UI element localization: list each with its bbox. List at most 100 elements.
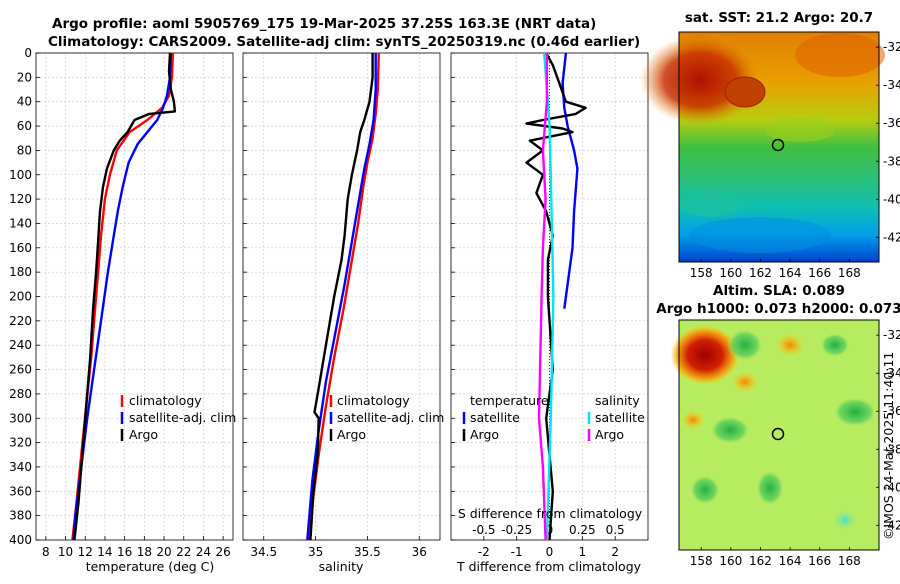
sla-negative-anomaly xyxy=(833,397,877,427)
imos-credit: ©IMOS 24-Mar-2025 11:40:11 xyxy=(881,352,896,540)
map-x-tick-label: 160 xyxy=(719,554,742,568)
x2-tick-label: 0.25 xyxy=(569,523,596,537)
sla-map: Altim. SLA: 0.089 Argo h1000: 0.073 h200… xyxy=(656,283,900,568)
y-tick-label: 40 xyxy=(17,95,32,109)
map-y-tick-label: -38 xyxy=(883,442,900,456)
series-line-satellite-adj-clim xyxy=(72,52,173,541)
x2-tick-label: 0.5 xyxy=(606,523,625,537)
legend-satellite-label: satellite-adj. clim xyxy=(129,410,236,425)
sla-argo-position-marker xyxy=(771,427,785,441)
map-y-tick-label: -36 xyxy=(883,404,900,418)
y-tick-label: 380 xyxy=(9,509,32,523)
y-tick-label: 260 xyxy=(9,363,32,377)
sla-orange-patch xyxy=(681,410,705,430)
series-line-temperature-satellite xyxy=(561,52,579,309)
sst-cold-patch xyxy=(690,217,830,253)
x-tick-label: 16 xyxy=(117,545,132,559)
salinity-difference-axis-label: S difference from climatology xyxy=(458,506,643,521)
map-y-tick-label: -32 xyxy=(883,328,900,342)
y-tick-label: 120 xyxy=(9,192,32,206)
sla-map-ticks: 158 160 162 164 166 168 -32 -34 -36 -38 -40 -42 xyxy=(690,328,900,568)
sla-map-title-line1: Altim. SLA: 0.089 xyxy=(713,283,845,299)
sst-cool-patch xyxy=(680,193,740,217)
map-y-tick-label: -36 xyxy=(883,116,900,130)
x-tick-label: 1 xyxy=(579,545,587,559)
sla-cyan-patch xyxy=(831,508,859,532)
sla-negative-anomaly xyxy=(690,475,720,505)
y-tick-label: 280 xyxy=(9,387,32,401)
y-tick-label: 20 xyxy=(17,70,32,84)
temperature-profile-plot: 0 20 40 60 80 100 120 140 160 180 200 220 240 260 280 3… xyxy=(9,46,234,559)
sla-orange-patch xyxy=(775,333,805,357)
map-y-tick-label: -38 xyxy=(883,154,900,168)
sst-map-ticks: 158 160 162 164 166 168 -32 -34 -36 -38 -40 -42 xyxy=(690,40,900,280)
legend-s-satellite-label: satellite xyxy=(595,410,645,425)
sla-map-frame xyxy=(678,319,880,551)
temperature-legend: climatology satellite-adj. clim Argo xyxy=(120,393,236,442)
sla-negative-anomaly xyxy=(727,329,763,361)
y-tick-label: 0 xyxy=(24,46,32,60)
map-x-tick-label: 168 xyxy=(838,554,861,568)
map-x-tick-label: 158 xyxy=(690,554,713,568)
y-tick-label: 340 xyxy=(9,460,32,474)
map-y-tick-label: -40 xyxy=(883,480,900,494)
salinity-legend: climatology satellite-adj. clim Argo xyxy=(329,393,444,442)
y-tick-label: 240 xyxy=(9,338,32,352)
y-tick-label: 100 xyxy=(9,168,32,182)
legend-t-satellite-label: satellite xyxy=(470,410,520,425)
map-x-tick-label: 162 xyxy=(749,266,772,280)
y-tick-label: 360 xyxy=(9,484,32,498)
series-line-climatology xyxy=(308,52,380,541)
x-tick-label: 22 xyxy=(176,545,191,559)
sla-positive-anomaly xyxy=(670,325,740,385)
map-y-tick-label: -32 xyxy=(883,40,900,54)
x-tick-label: 26 xyxy=(216,545,231,559)
series-line-salinity-argo xyxy=(537,53,549,541)
x-tick-label: 34.5 xyxy=(250,545,277,559)
sla-negative-anomaly xyxy=(756,470,784,506)
map-x-tick-label: 168 xyxy=(838,266,861,280)
series-line-satellite-adj-clim xyxy=(306,53,377,541)
map-x-tick-label: 166 xyxy=(808,554,831,568)
y-tick-label: 400 xyxy=(9,533,32,547)
x-tick-label: 12 xyxy=(78,545,93,559)
series-line-argo xyxy=(309,53,374,541)
figure-title-line2: Climatology: CARS2009. Satellite-adj cli… xyxy=(48,34,640,50)
sst-map: sat. SST: 21.2 Argo: 20.7 158 160 162 164 16… xyxy=(640,10,900,280)
legend-temperature-title: temperature xyxy=(470,393,549,408)
x-tick-label: 24 xyxy=(196,545,211,559)
x2-tick-label: -0.5 xyxy=(472,523,495,537)
sst-warm-patch xyxy=(795,33,885,77)
map-y-tick-label: -40 xyxy=(883,192,900,206)
legend-salinity-title: salinity xyxy=(595,393,640,408)
x-tick-label: 18 xyxy=(137,545,152,559)
sla-negative-anomaly xyxy=(710,416,750,444)
sst-map-title: sat. SST: 21.2 Argo: 20.7 xyxy=(685,10,873,26)
y-tick-label: 200 xyxy=(9,290,32,304)
map-y-tick-label: -42 xyxy=(883,518,900,532)
map-x-tick-label: 166 xyxy=(808,266,831,280)
x-tick-label: 20 xyxy=(156,545,171,559)
legend-argo-label: Argo xyxy=(129,427,158,442)
map-x-tick-label: 164 xyxy=(779,266,802,280)
y-tick-label: 300 xyxy=(9,411,32,425)
x-tick-label: -1 xyxy=(511,545,523,559)
legend-climatology-label: climatology xyxy=(337,393,410,408)
y-tick-label: 160 xyxy=(9,241,32,255)
legend-satellite-label: satellite-adj. clim xyxy=(337,410,444,425)
x-tick-label: 0 xyxy=(546,545,554,559)
x2-tick-label: -0.25 xyxy=(501,523,532,537)
y-tick-label: 220 xyxy=(9,314,32,328)
sla-orange-patch xyxy=(731,371,759,393)
sla-negative-anomaly xyxy=(820,333,850,357)
salinity-profile-plot: 34.5 35 35.5 36 xyxy=(242,52,441,559)
x-tick-label: 10 xyxy=(58,545,73,559)
legend-s-argo-label: Argo xyxy=(595,427,624,442)
y-tick-label: 60 xyxy=(17,119,32,133)
map-y-tick-label: -42 xyxy=(883,230,900,244)
map-y-tick-label: -34 xyxy=(883,366,900,380)
sst-argo-position-marker xyxy=(771,138,785,152)
map-y-tick-label: -34 xyxy=(883,78,900,92)
